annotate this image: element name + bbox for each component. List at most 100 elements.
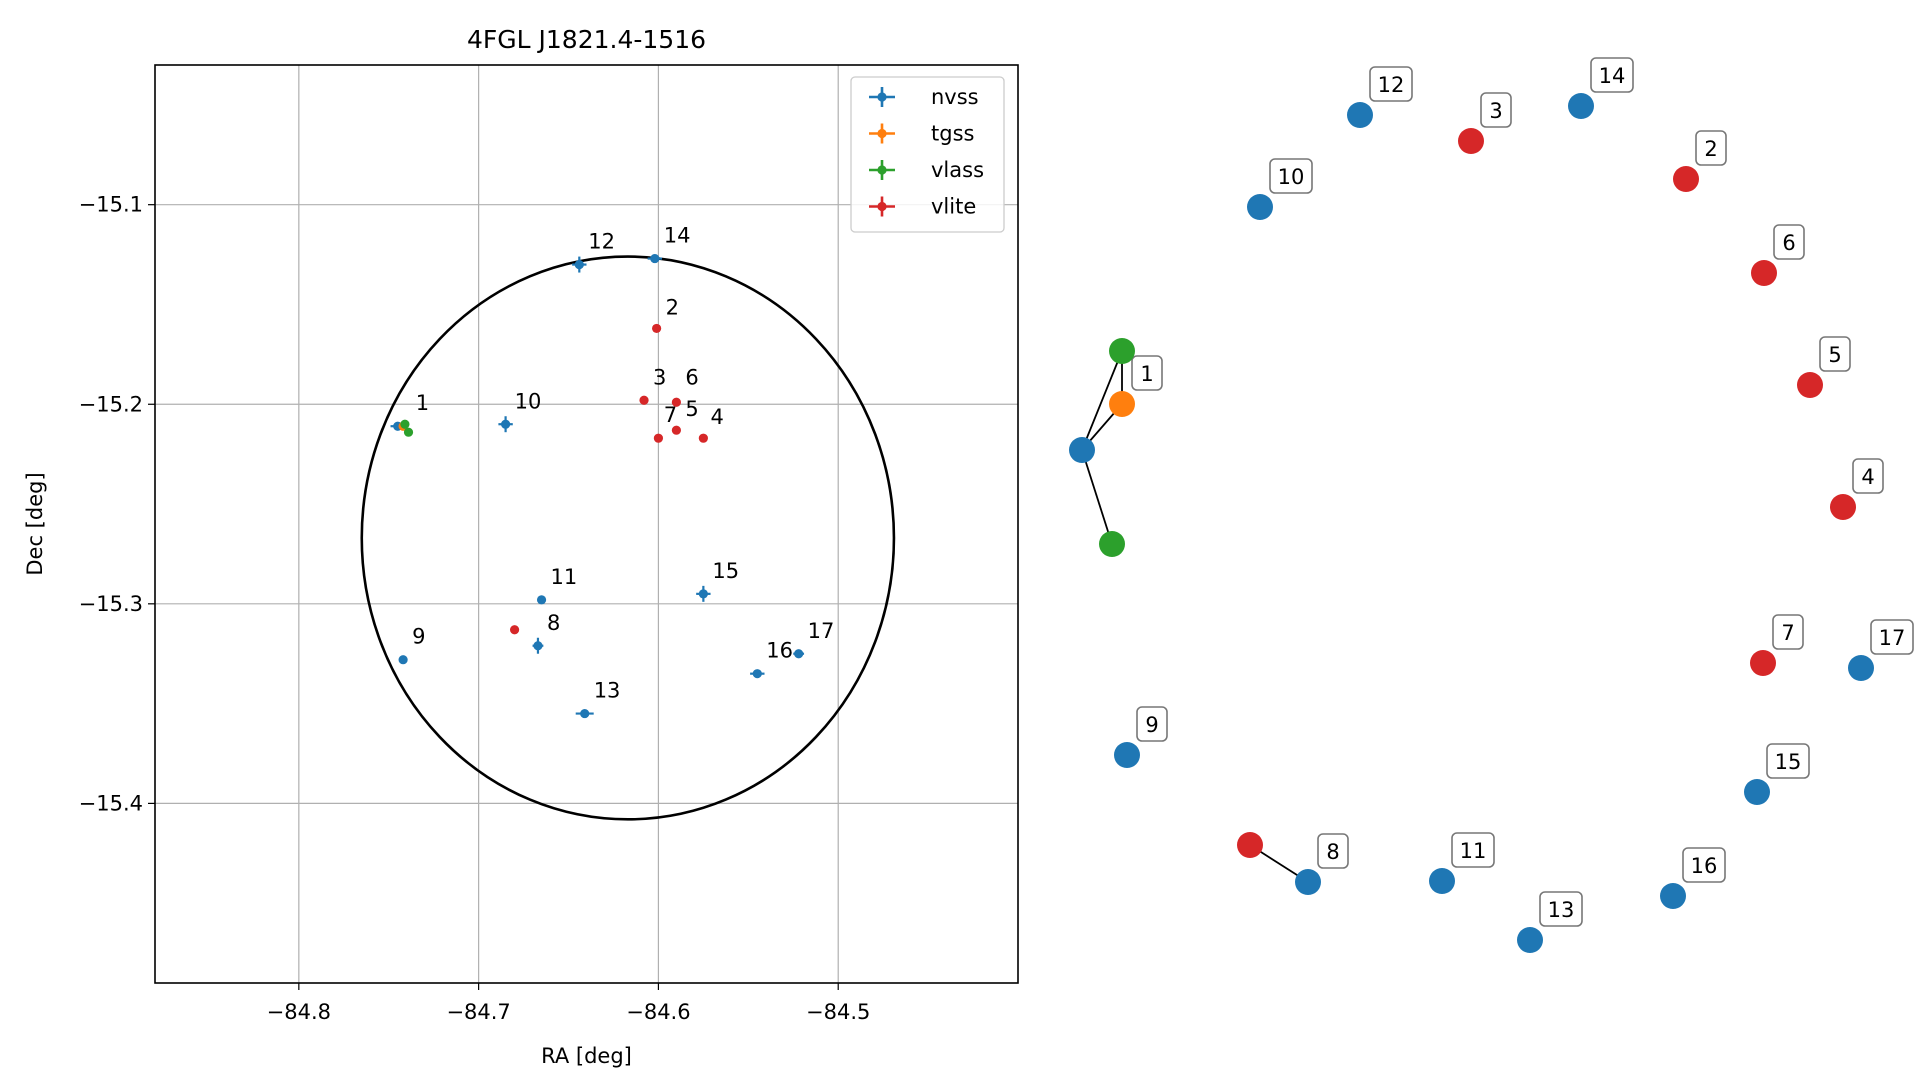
- graph-node-label: 12: [1378, 73, 1405, 97]
- point-marker: [400, 419, 410, 429]
- graph-node-marker: [1458, 128, 1484, 154]
- graph-node-label: 11: [1460, 839, 1487, 863]
- graph-node-label: 10: [1278, 165, 1305, 189]
- graph-node-marker: [1069, 437, 1095, 463]
- graph-node: 14: [1568, 57, 1634, 119]
- data-point-vlite: [653, 433, 664, 443]
- graph-node: 13: [1517, 891, 1583, 953]
- graph-node-label-box: [1590, 57, 1634, 93]
- data-point-nvss: [572, 256, 587, 273]
- data-point-nvss: [498, 416, 513, 433]
- point-label: 9: [412, 625, 425, 649]
- point-marker: [652, 323, 662, 334]
- graph-node-label-box: [1870, 619, 1914, 655]
- graph-node-label: 7: [1781, 621, 1794, 645]
- y-axis-label: Dec [deg]: [23, 472, 47, 575]
- y-tick-label: −15.2: [79, 392, 143, 416]
- graph-node-label-box: [1317, 833, 1349, 869]
- graph-node-label-box: [1269, 158, 1313, 194]
- graph-node: [1109, 338, 1135, 364]
- data-point-vlite: [652, 323, 662, 334]
- legend-marker: [877, 165, 887, 175]
- graph-node-label: 6: [1782, 231, 1795, 255]
- graph-node-label-box: [1480, 92, 1512, 128]
- graph-node-label: 3: [1489, 99, 1502, 123]
- data-point-nvss: [532, 637, 544, 654]
- point-marker: [653, 433, 664, 443]
- graph-node-marker: [1673, 166, 1699, 192]
- graph-node: 4: [1830, 458, 1884, 520]
- graph-node-marker: [1830, 494, 1856, 520]
- graph-node: 15: [1744, 743, 1810, 805]
- graph-node-label: 5: [1828, 343, 1841, 367]
- legend-label: vlite: [931, 195, 976, 219]
- point-marker: [752, 669, 762, 679]
- graph-node-marker: [1347, 102, 1373, 128]
- legend: nvss tgss vlass vlite: [850, 76, 1005, 233]
- graph-node-label: 2: [1704, 137, 1717, 161]
- data-point-nvss: [696, 585, 711, 602]
- legend-label: tgss: [931, 122, 974, 146]
- legend-marker: [877, 201, 887, 212]
- data-point-nvss: [750, 669, 765, 679]
- point-marker: [580, 708, 590, 719]
- y-tick-label: −15.3: [79, 592, 143, 616]
- graph-node: 1: [1109, 355, 1163, 417]
- graph-node-label: 14: [1599, 64, 1626, 88]
- data-point-vlite: [509, 625, 520, 635]
- y-tick-label: −15.4: [79, 791, 143, 815]
- data-point-vlite: [671, 425, 681, 435]
- graph-node: [1069, 437, 1095, 463]
- point-label: 14: [664, 224, 691, 248]
- graph-node-label-box: [1819, 336, 1851, 372]
- legend-label: vlass: [931, 158, 984, 182]
- y-tick-label: −15.1: [79, 193, 143, 217]
- graph-node-label: 17: [1879, 626, 1906, 650]
- point-marker: [698, 433, 708, 443]
- graph-node-marker: [1247, 194, 1273, 220]
- x-ticks: −84.8 −84.7 −84.6 −84.5: [267, 983, 870, 1024]
- graph-node: 9: [1114, 706, 1168, 768]
- point-marker: [671, 425, 681, 435]
- x-tick-label: −84.6: [626, 1000, 690, 1024]
- point-label: 10: [515, 389, 542, 413]
- data-point-nvss: [575, 708, 594, 719]
- graph-node-label: 9: [1145, 713, 1158, 737]
- point-marker: [574, 259, 584, 270]
- y-ticks: −15.1 −15.2 −15.3 −15.4: [79, 193, 155, 815]
- point-label: 15: [712, 559, 739, 583]
- error-ellipse: [360, 255, 896, 821]
- graph-node-label-box: [1695, 130, 1727, 166]
- nodes-layer: 1 12 3 14 2 10 6 5 4 7 17 9 15 8 11 16 13: [1069, 57, 1914, 953]
- data-point-vlite: [698, 433, 708, 443]
- point-label: 7: [664, 403, 677, 427]
- graph-node-marker: [1114, 742, 1140, 768]
- graph-node-marker: [1429, 868, 1455, 894]
- graph-node-marker: [1797, 372, 1823, 398]
- point-label: 16: [766, 639, 793, 663]
- point-label: 2: [666, 295, 679, 319]
- graph-node-marker: [1109, 391, 1135, 417]
- graph-node-marker: [1744, 779, 1770, 805]
- x-tick-label: −84.5: [806, 1000, 870, 1024]
- legend-entry-vlass: vlass: [869, 158, 984, 182]
- graph-node-label: 16: [1691, 854, 1718, 878]
- graph-node-label-box: [1451, 832, 1495, 868]
- graph-node-label: 15: [1775, 750, 1802, 774]
- point-label: 4: [711, 405, 724, 429]
- point-label: 1: [416, 391, 429, 415]
- graph-node-label-box: [1852, 458, 1884, 494]
- graph-node: 11: [1429, 832, 1495, 894]
- graph-node: 12: [1347, 66, 1413, 128]
- legend-entry-tgss: tgss: [869, 122, 974, 146]
- data-point-vlite: [671, 397, 681, 407]
- point-marker: [536, 595, 547, 605]
- point-marker: [698, 589, 708, 599]
- data-point-nvss: [793, 649, 805, 659]
- graph-node: [1237, 832, 1263, 858]
- plot-title: 4FGL J1821.4-1516: [467, 25, 706, 54]
- point-marker: [671, 397, 681, 407]
- graph-node-marker: [1750, 650, 1776, 676]
